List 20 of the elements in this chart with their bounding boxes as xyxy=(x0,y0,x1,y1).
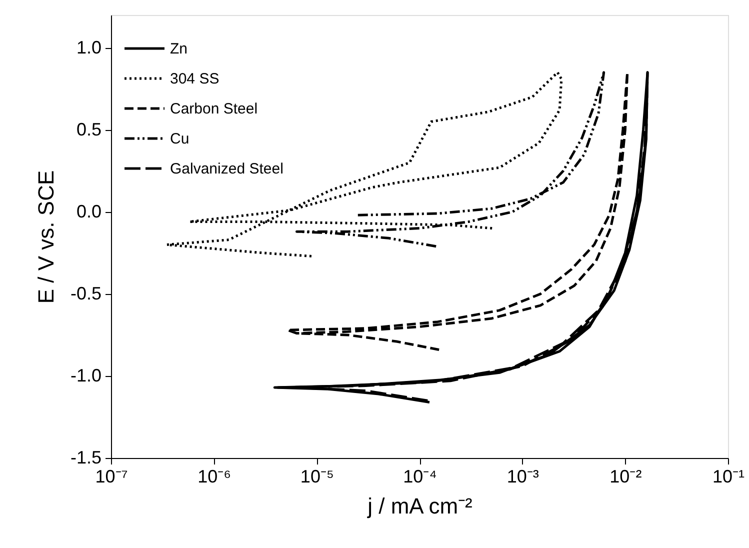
legend-label: Zn xyxy=(170,40,188,58)
y-tick-label: -1.5 xyxy=(70,448,102,468)
y-tick-label: 1.0 xyxy=(76,37,102,58)
x-tick-label: 10⁻⁴ xyxy=(403,466,437,486)
legend-label: Carbon Steel xyxy=(170,100,258,118)
legend-label: Cu xyxy=(170,130,190,148)
x-tick-label: 10⁻¹ xyxy=(712,466,745,486)
legend-label: Galvanized Steel xyxy=(170,160,284,178)
x-tick-label: 10⁻³ xyxy=(506,466,539,486)
x-tick-label: 10⁻⁶ xyxy=(198,466,232,486)
legend-label: 304 SS xyxy=(170,70,220,88)
y-tick-label: 0.5 xyxy=(76,119,102,140)
x-tick-label: 10⁻⁵ xyxy=(300,466,334,486)
y-tick-label: 0.0 xyxy=(76,201,102,222)
x-tick-label: 10⁻⁷ xyxy=(95,466,128,486)
y-tick-label: -1.0 xyxy=(70,365,102,386)
y-tick-label: -0.5 xyxy=(70,283,102,304)
x-tick-label: 10⁻² xyxy=(610,466,642,486)
x-axis-title: j / mA cm⁻² xyxy=(366,494,472,518)
y-axis-title: E / V vs. SCE xyxy=(33,170,58,304)
